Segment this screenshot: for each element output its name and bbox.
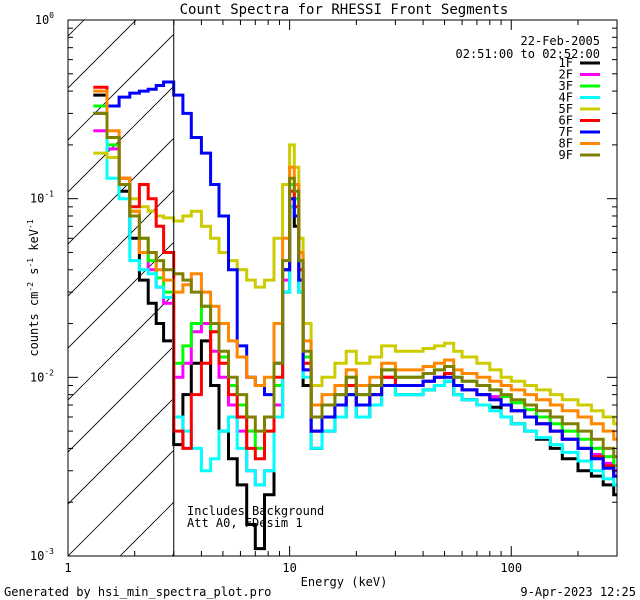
y-tick-label: 10-1	[30, 190, 54, 206]
footer-generated: Generated by hsi_min_spectra_plot.pro	[4, 585, 271, 599]
legend-label-6F: 6F	[559, 114, 573, 128]
legend-label-3F: 3F	[559, 79, 573, 93]
note-background: Includes Background	[187, 504, 324, 518]
hatch-line	[432, 16, 640, 556]
y-tick-label: 100	[35, 11, 54, 27]
hatch-line	[224, 16, 640, 556]
y-tick-label: 10-2	[30, 368, 54, 384]
y-tick-label: 10-3	[30, 547, 54, 563]
y-axis-label: counts cm-2 s-1 keV-1	[26, 219, 41, 356]
hatched-region	[68, 16, 640, 556]
hatch-line	[68, 189, 174, 297]
x-tick-label: 1	[64, 561, 71, 575]
date-label: 22-Feb-2005	[521, 34, 600, 48]
footer-timestamp: 9-Apr-2023 12:25	[520, 585, 636, 599]
legend-label-2F: 2F	[559, 68, 573, 82]
legend-label-4F: 4F	[559, 91, 573, 105]
x-tick-label: 100	[500, 561, 522, 575]
legend-label-7F: 7F	[559, 125, 573, 139]
legend-label-5F: 5F	[559, 102, 573, 116]
series-8F-line	[93, 89, 617, 441]
series-9F-line	[93, 111, 617, 459]
hatch-line	[68, 241, 174, 349]
legend-label-8F: 8F	[559, 137, 573, 151]
legend-label-1F: 1F	[559, 56, 573, 70]
hatch-line	[68, 20, 85, 37]
series-4F-line	[93, 111, 617, 487]
hatch-line	[68, 397, 174, 505]
x-axis-label: Energy (keV)	[301, 575, 388, 589]
plot-frame	[67, 19, 618, 557]
hatch-line	[68, 85, 174, 193]
legend-label-9F: 9F	[559, 148, 573, 162]
time-range-label: 02:51:00 to 02:52:00	[456, 47, 601, 61]
chart-title: Count Spectra for RHESSI Front Segments	[180, 2, 509, 18]
hatch-line	[68, 345, 174, 453]
hatch-line	[68, 449, 174, 556]
note-attenuator: Att A0, FDesim 1	[187, 516, 303, 530]
x-tick-label: 10	[282, 561, 296, 575]
